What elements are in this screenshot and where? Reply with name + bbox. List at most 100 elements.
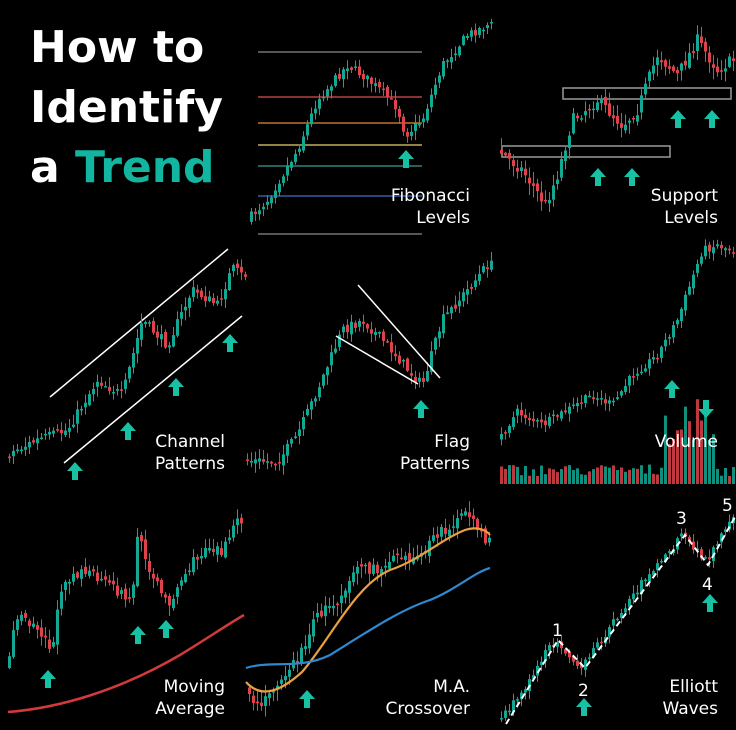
bullish-candle xyxy=(264,696,267,706)
bullish-candle xyxy=(414,123,417,131)
volume-bar xyxy=(644,473,647,484)
bullish-candle xyxy=(160,334,163,340)
up-arrow-icon xyxy=(664,380,680,398)
bullish-candle xyxy=(432,535,435,541)
bullish-candle xyxy=(404,555,407,560)
bearish-candle xyxy=(660,60,663,63)
bearish-candle xyxy=(270,461,273,464)
bullish-candle xyxy=(446,312,449,314)
bullish-candle xyxy=(52,642,55,647)
bullish-candle xyxy=(684,294,687,311)
wave-label-3: 3 xyxy=(676,509,687,529)
bullish-candle xyxy=(326,367,329,376)
bullish-candle xyxy=(342,326,345,333)
bullish-candle xyxy=(16,619,19,630)
bullish-candle xyxy=(644,83,647,95)
bearish-candle xyxy=(92,569,95,572)
bearish-candle xyxy=(32,440,35,443)
bullish-candle xyxy=(434,84,437,95)
bearish-candle xyxy=(512,160,515,167)
bullish-candle xyxy=(52,430,55,434)
bullish-candle xyxy=(448,529,451,537)
bullish-candle xyxy=(660,560,663,563)
bearish-candle xyxy=(406,358,409,371)
bullish-candle xyxy=(608,627,611,637)
bullish-candle xyxy=(392,555,395,562)
bullish-candle xyxy=(388,561,391,569)
bullish-candle xyxy=(24,446,27,450)
bullish-candle xyxy=(374,332,377,335)
bearish-candle xyxy=(408,552,411,561)
bullish-candle xyxy=(192,287,195,298)
bullish-candle xyxy=(520,167,523,171)
bearish-candle xyxy=(220,298,223,300)
bearish-candle xyxy=(692,541,695,550)
bearish-candle xyxy=(148,560,151,573)
up-arrow-icon xyxy=(120,422,136,440)
volume-bar xyxy=(512,465,515,484)
bearish-candle xyxy=(532,418,535,422)
bearish-candle xyxy=(580,402,583,404)
bearish-candle xyxy=(528,177,531,184)
bullish-candle xyxy=(64,581,67,591)
bullish-candle xyxy=(208,296,211,302)
bullish-candle xyxy=(516,408,519,416)
volume-bar xyxy=(648,464,651,484)
bullish-candle xyxy=(342,69,345,80)
bullish-candle xyxy=(366,75,369,80)
bearish-candle xyxy=(196,289,199,293)
volume-bar xyxy=(704,415,707,484)
bullish-candle xyxy=(144,322,147,325)
bullish-candle xyxy=(438,75,441,83)
bearish-candle xyxy=(390,98,393,100)
bearish-candle xyxy=(36,625,39,630)
volume-bar xyxy=(728,475,731,484)
bullish-candle xyxy=(680,308,683,322)
bullish-candle xyxy=(600,398,603,400)
bullish-candle xyxy=(132,584,135,598)
bearish-candle xyxy=(56,429,59,431)
bullish-candle xyxy=(402,360,405,362)
bullish-candle xyxy=(278,183,281,193)
bearish-candle xyxy=(664,60,667,67)
volume-bar xyxy=(580,474,583,484)
bullish-candle xyxy=(580,118,583,120)
bullish-candle xyxy=(462,292,465,302)
bearish-candle xyxy=(414,376,417,383)
bullish-candle xyxy=(536,420,539,422)
bullish-candle xyxy=(640,371,643,374)
bullish-candle xyxy=(462,36,465,45)
bullish-candle xyxy=(124,379,127,389)
up-arrow-icon xyxy=(158,620,174,638)
bullish-candle xyxy=(140,323,143,340)
bullish-candle xyxy=(438,331,441,339)
bullish-candle xyxy=(490,260,493,270)
bullish-candle xyxy=(372,564,375,574)
bullish-candle xyxy=(28,441,31,448)
bullish-candle xyxy=(470,30,473,37)
bullish-candle xyxy=(330,352,333,366)
bearish-candle xyxy=(580,664,583,669)
bearish-candle xyxy=(620,123,623,128)
volume-bar xyxy=(612,465,615,484)
volume-bar xyxy=(640,465,643,484)
bearish-candle xyxy=(600,641,603,644)
bullish-candle xyxy=(458,300,461,307)
bullish-candle xyxy=(374,83,377,86)
bearish-candle xyxy=(248,687,251,694)
bullish-candle xyxy=(488,537,491,543)
volume-bar xyxy=(724,468,727,484)
bearish-candle xyxy=(616,115,619,124)
bullish-candle xyxy=(254,459,257,464)
bullish-candle xyxy=(268,693,271,699)
wave-label-4: 4 xyxy=(702,575,713,595)
volume-bar xyxy=(520,475,523,484)
bearish-candle xyxy=(592,397,595,400)
bullish-candle xyxy=(310,113,313,125)
bearish-candle xyxy=(196,556,199,560)
bullish-candle xyxy=(192,557,195,573)
bearish-candle xyxy=(386,341,389,343)
bearish-candle xyxy=(362,321,365,324)
bullish-candle xyxy=(664,339,667,347)
bearish-candle xyxy=(480,530,483,532)
